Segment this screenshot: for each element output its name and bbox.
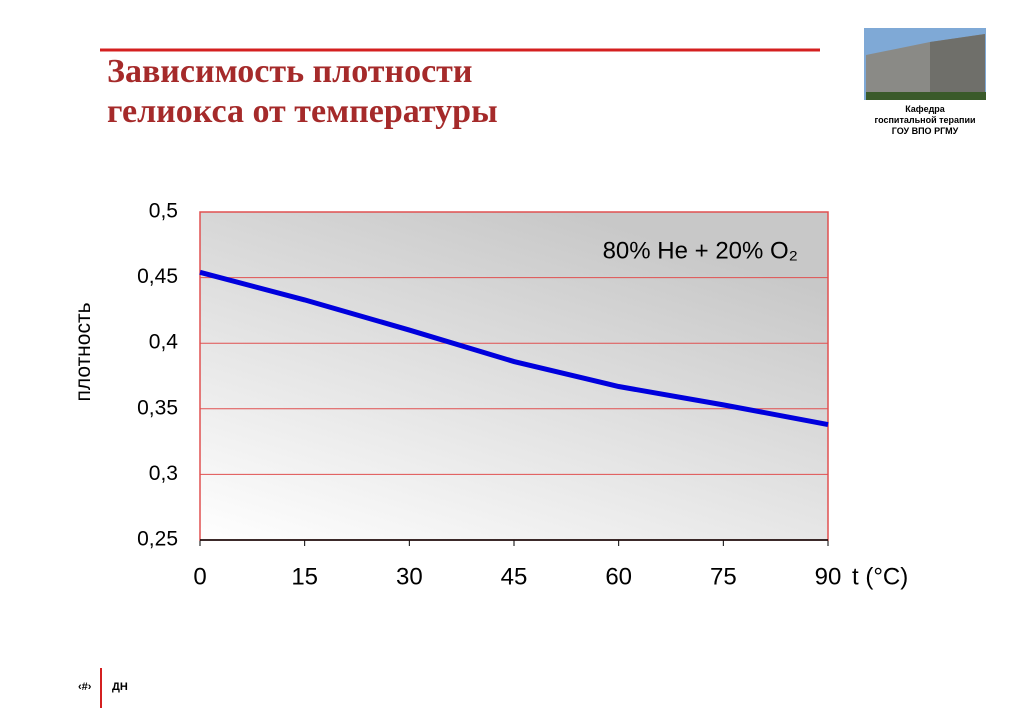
annotation: 80% He + 20% O₂ (603, 237, 798, 264)
title-line: гелиокса от температуры (107, 93, 498, 130)
logo-text: Кафедра (905, 104, 946, 114)
y-tick-label: 0,3 (149, 462, 178, 485)
y-tick-label: 0,5 (149, 200, 178, 223)
y-tick-label: 0,4 (149, 331, 179, 354)
x-tick-label: 75 (710, 563, 737, 590)
x-axis-label: t (°C) (852, 563, 908, 590)
x-tick-label: 0 (193, 563, 206, 590)
logo-text: ГОУ ВПО РГМУ (892, 126, 959, 136)
logo (864, 28, 986, 100)
plot-area (200, 212, 828, 540)
y-tick-label: 0,35 (137, 396, 178, 419)
y-tick-label: 0,25 (137, 528, 178, 551)
logo-text: госпитальной терапии (874, 115, 975, 125)
data-line (199, 269, 829, 428)
x-tick-label: 30 (396, 563, 423, 590)
x-tick-label: 90 (815, 563, 842, 590)
footer-author: ДН (112, 681, 128, 693)
title-line: Зависимость плотности (107, 53, 472, 90)
footer-page: ‹#› (78, 681, 92, 693)
y-tick-label: 0,45 (137, 265, 178, 288)
y-axis-label: плотность (72, 302, 95, 401)
x-tick-label: 45 (501, 563, 528, 590)
x-tick-label: 60 (605, 563, 632, 590)
x-tick-label: 15 (291, 563, 318, 590)
